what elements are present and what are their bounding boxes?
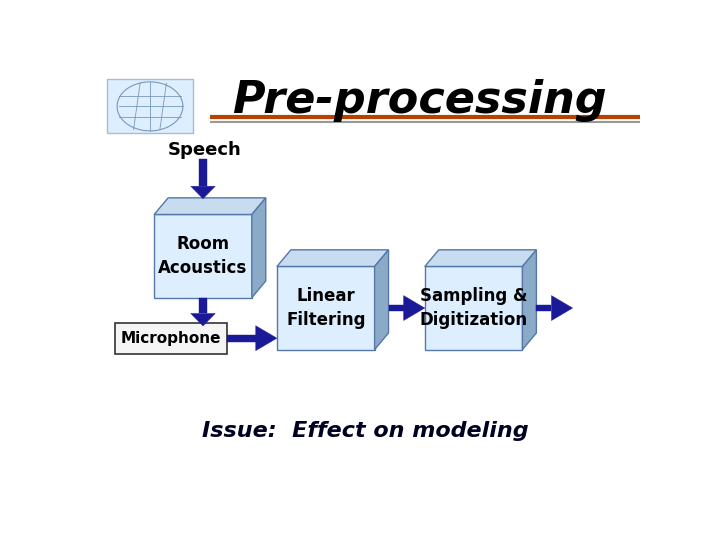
FancyBboxPatch shape: [107, 79, 193, 133]
Text: Room
Acoustics: Room Acoustics: [158, 235, 248, 277]
Text: Microphone: Microphone: [121, 330, 221, 346]
Polygon shape: [277, 266, 374, 349]
Polygon shape: [154, 198, 266, 214]
Polygon shape: [277, 250, 389, 266]
Polygon shape: [199, 298, 207, 313]
Polygon shape: [552, 295, 572, 321]
Polygon shape: [199, 159, 207, 186]
Polygon shape: [252, 198, 266, 298]
Polygon shape: [191, 313, 215, 326]
Text: Issue:  Effect on modeling: Issue: Effect on modeling: [202, 421, 528, 441]
Polygon shape: [227, 335, 256, 341]
Text: Speech: Speech: [168, 141, 241, 159]
Polygon shape: [191, 186, 215, 199]
Polygon shape: [536, 305, 552, 312]
Text: Sampling &
Digitization: Sampling & Digitization: [420, 287, 528, 329]
Polygon shape: [115, 322, 227, 354]
Polygon shape: [374, 250, 389, 349]
Polygon shape: [404, 295, 425, 321]
Polygon shape: [523, 250, 536, 349]
Polygon shape: [425, 250, 536, 266]
Polygon shape: [154, 214, 252, 298]
Polygon shape: [425, 266, 523, 349]
Text: Linear
Filtering: Linear Filtering: [286, 287, 366, 329]
Polygon shape: [256, 326, 277, 350]
Text: Pre-processing: Pre-processing: [232, 79, 606, 122]
Polygon shape: [389, 305, 404, 312]
